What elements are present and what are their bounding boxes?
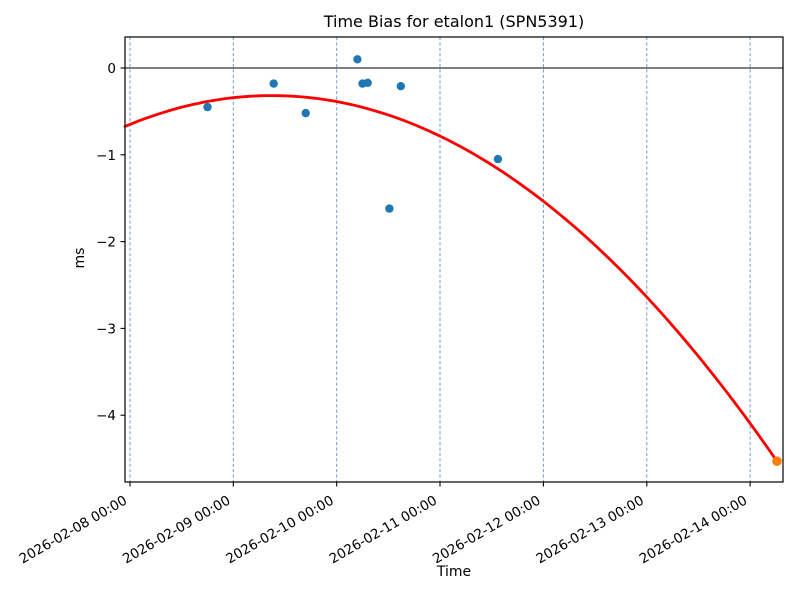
- y-axis-label: ms: [72, 247, 88, 269]
- x-tick-label: 2026-02-13 00:00: [533, 493, 646, 568]
- x-tick-label: 2026-02-08 00:00: [17, 493, 130, 568]
- data-point: [353, 55, 362, 64]
- y-tick-label: −3: [96, 321, 116, 337]
- x-tick-label: 2026-02-10 00:00: [223, 493, 336, 568]
- data-point: [203, 102, 212, 112]
- data-point: [269, 79, 278, 88]
- fit-curve: [123, 94, 779, 463]
- data-point: [493, 154, 503, 164]
- x-tick-label: 2026-02-09 00:00: [120, 493, 233, 568]
- x-tick-label: 2026-02-12 00:00: [430, 493, 543, 568]
- plot-border: [124, 36, 784, 483]
- data-point: [396, 82, 405, 91]
- x-tick-label: 2026-02-11 00:00: [327, 493, 440, 568]
- y-tick-label: 0: [107, 61, 116, 77]
- data-point: [301, 108, 310, 118]
- y-tick-label: −4: [96, 408, 116, 424]
- chart-title: Time Bias for etalon1 (SPN5391): [323, 12, 585, 31]
- extrapolated-point: [772, 456, 782, 467]
- data-point: [363, 78, 372, 88]
- x-tick-label: 2026-02-14 00:00: [637, 493, 750, 568]
- y-tick-label: −1: [96, 148, 116, 164]
- y-tick-label: −2: [96, 235, 116, 251]
- x-axis-label: Time: [436, 564, 472, 580]
- data-point: [385, 204, 394, 213]
